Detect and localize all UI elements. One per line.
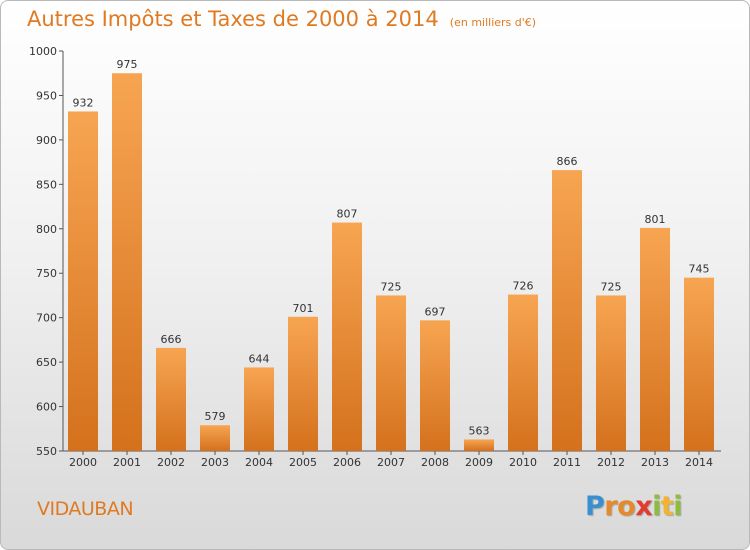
- x-tick-label: 2012: [597, 456, 625, 469]
- y-tick-label: 850: [36, 178, 57, 191]
- x-tick-label: 2011: [553, 456, 581, 469]
- data-label: 725: [381, 280, 402, 293]
- y-tick-label: 800: [36, 223, 57, 236]
- logo-letter: i: [652, 491, 661, 522]
- bar: [376, 295, 406, 451]
- data-label: 726: [513, 280, 534, 293]
- bar: [508, 294, 538, 451]
- x-tick-label: 2000: [69, 456, 97, 469]
- x-tick-label: 2004: [245, 456, 273, 469]
- y-tick-label: 700: [36, 312, 57, 325]
- logo-letter: r: [604, 491, 618, 522]
- place-name: VIDAUBAN: [37, 498, 134, 520]
- x-tick-label: 2001: [113, 456, 141, 469]
- x-tick-label: 2008: [421, 456, 449, 469]
- bar: [640, 227, 670, 451]
- y-tick-label: 600: [36, 401, 57, 414]
- data-label: 563: [469, 424, 490, 437]
- bar: [684, 277, 714, 451]
- title-row: Autres Impôts et Taxes de 2000 à 2014 (e…: [27, 7, 536, 31]
- chart-title: Autres Impôts et Taxes de 2000 à 2014: [27, 7, 439, 31]
- x-tick-label: 2013: [641, 456, 669, 469]
- bar: [112, 73, 142, 451]
- bar: [596, 295, 626, 451]
- y-tick-label: 550: [36, 445, 57, 458]
- logo-letter: o: [617, 491, 636, 522]
- bar: [464, 439, 494, 451]
- data-label: 745: [689, 263, 710, 276]
- y-tick-label: 750: [36, 267, 57, 280]
- axes: 550 600 650 700 750 800 850 900 950 1000 2000 2001 2…: [29, 45, 721, 469]
- data-label: 697: [425, 305, 446, 318]
- y-tick-label: 650: [36, 356, 57, 369]
- y-tick-label: 950: [36, 89, 57, 102]
- logo-letter: i: [673, 491, 683, 522]
- logo-letter: x: [635, 491, 653, 522]
- data-label: 975: [117, 58, 138, 71]
- x-tick-label: 2010: [509, 456, 537, 469]
- data-label: 932: [73, 96, 94, 109]
- data-label: 801: [645, 213, 666, 226]
- x-tick-label: 2014: [685, 456, 713, 469]
- data-label: 644: [249, 352, 270, 365]
- bar: [552, 170, 582, 451]
- data-labels: 932 975 666 579 644 701 807 725 697 563 726 866 725 8…: [73, 58, 710, 437]
- bar: [200, 425, 230, 451]
- data-label: 725: [601, 280, 622, 293]
- data-label: 807: [337, 208, 358, 221]
- bar: [420, 320, 450, 451]
- proxiti-logo: Proxiti: [585, 491, 683, 522]
- chart-unit-note: (en milliers d'€): [449, 16, 537, 29]
- bars: [68, 73, 714, 451]
- bar: [332, 222, 362, 451]
- data-label: 579: [205, 410, 226, 423]
- y-tick-label: 900: [36, 134, 57, 147]
- x-tick-label: 2009: [465, 456, 493, 469]
- x-tick-label: 2007: [377, 456, 405, 469]
- logo-letter: t: [660, 491, 674, 522]
- x-tick-label: 2005: [289, 456, 317, 469]
- bar: [244, 367, 274, 451]
- bar: [68, 111, 98, 451]
- data-label: 866: [557, 155, 578, 168]
- data-label: 701: [293, 302, 314, 315]
- bar: [288, 316, 318, 451]
- x-tick-label: 2003: [201, 456, 229, 469]
- y-tick-label: 1000: [29, 45, 57, 58]
- logo-letter: P: [585, 491, 605, 522]
- data-label: 666: [161, 333, 182, 346]
- bar: [156, 347, 186, 451]
- x-tick-label: 2002: [157, 456, 185, 469]
- x-tick-label: 2006: [333, 456, 361, 469]
